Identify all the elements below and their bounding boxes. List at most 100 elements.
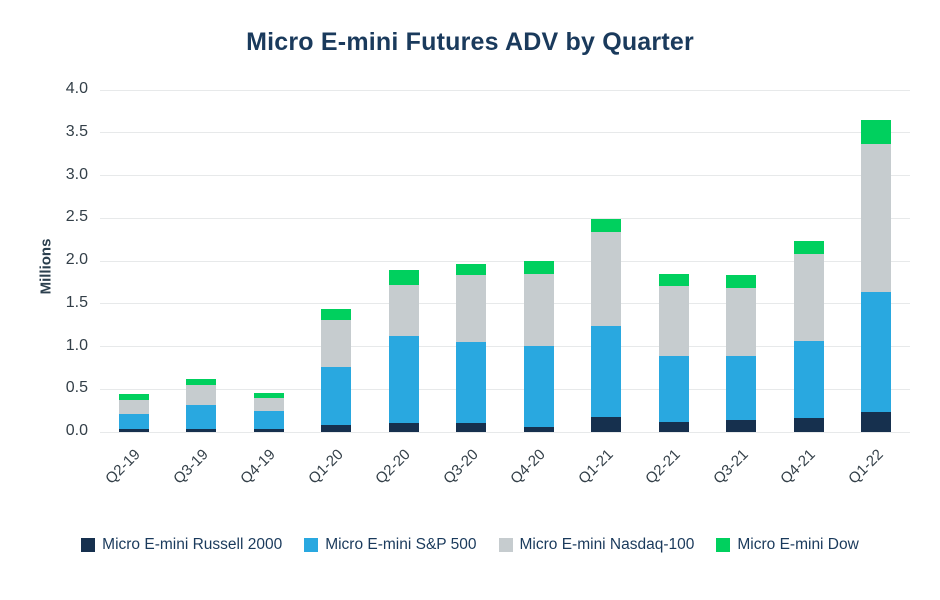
- gridline: [100, 346, 910, 347]
- bar-q3-21: [726, 90, 757, 432]
- bar-segment: [456, 342, 487, 424]
- bar-q2-20: [388, 90, 419, 432]
- bar-q1-21: [591, 90, 622, 432]
- y-tick-label: 4.0: [65, 80, 88, 97]
- bar-segment: [658, 421, 689, 432]
- bar-segment: [726, 274, 757, 288]
- bar-q3-20: [456, 90, 487, 432]
- bar-segment: [186, 428, 217, 432]
- bar-segment: [388, 284, 419, 337]
- x-tick-label: Q3-20: [439, 446, 482, 488]
- bar-segment: [253, 397, 284, 412]
- bar-segment: [253, 392, 284, 398]
- bar-q1-20: [321, 90, 352, 432]
- x-tick-label: Q3-19: [169, 446, 212, 488]
- legend-swatch-icon: [81, 538, 96, 552]
- bar-segment: [658, 273, 689, 286]
- bar-segment: [861, 291, 892, 413]
- bar-segment: [118, 429, 149, 432]
- x-tick-label: Q1-22: [844, 446, 887, 488]
- bar-segment: [321, 308, 352, 320]
- bar-segment: [591, 219, 622, 232]
- gridline: [100, 260, 910, 262]
- gridline: [100, 217, 910, 219]
- plot-area: 0.0 0.5 1.0 1.5 2.0 2.5 3.0 3.5 4.0 Q2-19 Q3-19 Q4-…: [66, 80, 910, 488]
- bar-q2-19: [118, 90, 149, 432]
- bar-segment: [793, 254, 824, 341]
- bar-segment: [793, 240, 824, 255]
- gridline: [100, 388, 910, 390]
- bar-segment: [793, 418, 824, 432]
- y-tick-label: 1.0: [65, 336, 88, 354]
- y-tick-label: 0.0: [65, 422, 88, 439]
- x-tick-label: Q4-20: [507, 446, 549, 488]
- x-tick-label: Q2-21: [642, 446, 684, 488]
- bar-q3-19: [186, 90, 217, 432]
- bar-segment: [388, 270, 419, 285]
- gridline: [100, 132, 910, 134]
- bar-segment: [591, 231, 622, 326]
- legend-item: Micro E-mini S&P 500: [304, 536, 477, 554]
- legend-label: Micro E-mini S&P 500: [325, 536, 477, 553]
- bar-q2-21: [658, 90, 689, 432]
- bar-q1-22: [861, 90, 892, 432]
- bar-segment: [523, 345, 554, 427]
- y-tick-label: 2.5: [65, 208, 88, 226]
- legend-label: Micro E-mini Nasdaq-100: [519, 536, 695, 553]
- legend: Micro E-mini Russell 2000 Micro E-mini S&…: [0, 536, 940, 554]
- bar-segment: [456, 274, 487, 343]
- bar-segment: [321, 320, 352, 368]
- bar-segment: [658, 285, 689, 356]
- bar-segment: [793, 340, 824, 419]
- bar-segment: [118, 414, 149, 430]
- y-tick-label: 2.0: [65, 251, 88, 268]
- y-tick-label: 1.5: [65, 293, 88, 311]
- bar-q4-21: [793, 90, 824, 432]
- bar-segment: [658, 355, 689, 422]
- x-tick-label: Q4-21: [777, 446, 819, 488]
- x-tick-label: Q3-21: [709, 446, 752, 488]
- bar-segment: [523, 273, 554, 346]
- bar-segment: [861, 143, 892, 292]
- gridline: [100, 303, 910, 305]
- legend-item: Micro E-mini Russell 2000: [81, 536, 282, 554]
- bar-segment: [523, 426, 554, 432]
- bar-segment: [186, 384, 217, 405]
- bar-segment: [118, 394, 149, 401]
- legend-swatch-icon: [716, 538, 731, 552]
- bar-segment: [726, 355, 757, 421]
- bar-segment: [523, 261, 554, 274]
- bar-segment: [388, 423, 419, 432]
- bar-segment: [253, 429, 284, 432]
- x-tick-label: Q1-21: [574, 446, 617, 488]
- legend-swatch-icon: [498, 538, 513, 552]
- bar-segment: [726, 287, 757, 356]
- bar-segment: [456, 264, 487, 275]
- legend-swatch-icon: [304, 538, 319, 552]
- bar-segment: [388, 336, 419, 424]
- legend-item: Micro E-mini Nasdaq-100: [498, 536, 695, 554]
- bar-segment: [186, 404, 217, 429]
- bar-segment: [861, 412, 892, 432]
- legend-label: Micro E-mini Russell 2000: [102, 536, 283, 553]
- gridline: [100, 89, 910, 91]
- bar-segment: [118, 400, 149, 415]
- bar-segment: [591, 416, 622, 432]
- x-tick-label: Q1-20: [304, 446, 347, 488]
- y-tick-label: 3.5: [65, 122, 88, 140]
- bar-segment: [186, 379, 217, 385]
- bar-segment: [861, 119, 892, 144]
- y-tick-label: 3.0: [65, 165, 88, 183]
- bar-segment: [253, 411, 284, 430]
- y-tick-label: 0.5: [65, 379, 88, 397]
- x-tick-label: Q2-19: [102, 446, 144, 488]
- legend-label: Micro E-mini Dow: [737, 536, 859, 553]
- chart-title: Micro E-mini Futures ADV by Quarter: [246, 28, 694, 56]
- bar-q4-19: [253, 90, 284, 432]
- bar-segment: [321, 425, 352, 432]
- bar-segment: [726, 420, 757, 432]
- bar-segment: [321, 367, 352, 426]
- bar-segment: [591, 326, 622, 417]
- legend-item: Micro E-mini Dow: [716, 536, 859, 554]
